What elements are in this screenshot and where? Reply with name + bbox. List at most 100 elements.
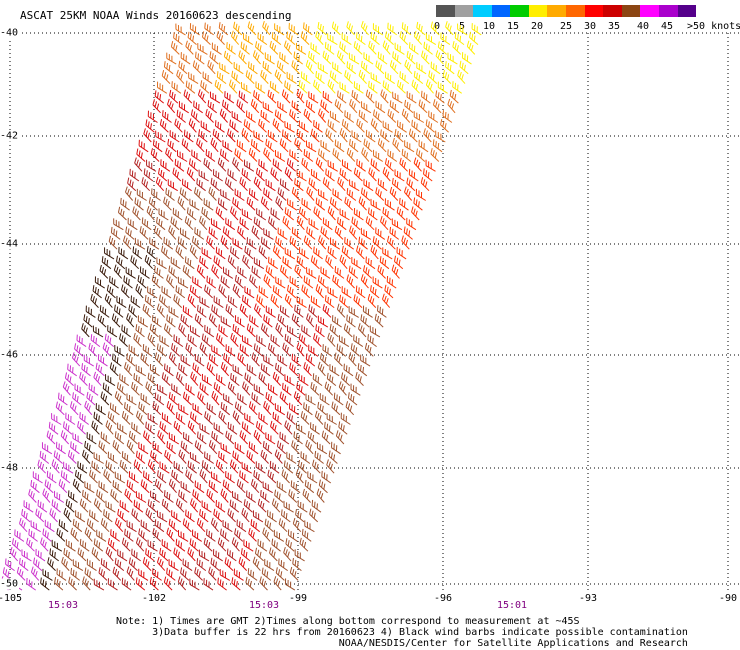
- wind-barb: [260, 490, 270, 503]
- wind-barb: [324, 295, 335, 308]
- wind-barb: [274, 362, 285, 377]
- wind-barb: [191, 529, 202, 542]
- lat-label-44s: -44: [0, 238, 20, 250]
- wind-barb: [284, 80, 294, 94]
- wind-barb: [350, 343, 360, 357]
- wind-barb: [329, 323, 339, 338]
- wind-barb: [327, 246, 337, 260]
- wind-barb: [356, 32, 366, 46]
- wind-barb: [63, 507, 72, 523]
- wind-barb: [218, 284, 227, 299]
- wind-barb: [203, 537, 213, 552]
- wind-barb: [204, 324, 215, 338]
- wind-barb: [301, 157, 311, 172]
- wind-barb: [199, 509, 209, 523]
- wind-barb: [128, 344, 139, 357]
- wind-barb: [415, 188, 426, 201]
- wind-barb: [215, 373, 226, 387]
- wind-barb: [135, 577, 146, 591]
- wind-barb: [274, 109, 285, 123]
- wind-barb: [79, 412, 89, 425]
- wind-barb: [196, 518, 206, 533]
- wind-barb: [104, 247, 115, 260]
- wind-barb: [46, 470, 57, 484]
- wind-barb: [95, 403, 106, 416]
- wind-barb: [382, 247, 393, 260]
- wind-barb: [239, 177, 248, 192]
- wind-barb: [147, 499, 157, 513]
- wind-barb: [435, 130, 446, 143]
- wind-barb: [190, 109, 200, 123]
- wind-barb: [242, 254, 251, 270]
- wind-barb: [191, 149, 202, 162]
- wind-barb: [279, 431, 290, 445]
- wind-barb: [322, 344, 333, 357]
- wind-barb: [181, 138, 191, 153]
- wind-barb: [274, 150, 286, 162]
- wind-barb: [156, 81, 168, 94]
- wind-barb: [230, 332, 239, 347]
- legend-label-10: 10: [483, 21, 496, 32]
- wind-barb: [104, 333, 115, 347]
- wind-barb: [289, 235, 299, 250]
- wind-barb: [336, 50, 346, 65]
- wind-barb: [92, 285, 102, 299]
- wind-barb: [48, 421, 59, 435]
- wind-barb: [349, 139, 359, 153]
- wind-barb: [370, 285, 380, 299]
- wind-barb: [432, 139, 443, 153]
- wind-barb: [149, 490, 160, 503]
- wind-barb: [260, 363, 271, 377]
- wind-barb: [310, 128, 320, 143]
- wind-barb: [40, 577, 50, 591]
- wind-barb: [384, 71, 395, 85]
- wind-barb: [256, 334, 267, 348]
- pass-time-label: 15:03: [47, 600, 79, 611]
- wind-barb: [306, 267, 317, 279]
- wind-barb: [117, 422, 128, 435]
- wind-barb: [337, 176, 346, 192]
- wind-barb: [358, 196, 367, 211]
- wind-barb: [194, 313, 204, 328]
- wind-barb: [99, 264, 109, 279]
- wind-barb: [294, 138, 303, 153]
- wind-barb: [317, 315, 329, 328]
- wind-barb: [229, 459, 239, 474]
- wind-barb: [197, 304, 207, 318]
- wind-barb: [271, 498, 281, 513]
- wind-barb: [306, 313, 315, 328]
- wind-barb: [294, 304, 304, 318]
- wind-barb: [58, 519, 69, 533]
- wind-barb: [326, 459, 335, 474]
- wind-barb: [124, 362, 133, 377]
- wind-barb: [159, 461, 170, 474]
- wind-barb: [201, 460, 211, 474]
- wind-barb: [270, 207, 281, 221]
- wind-barb: [260, 69, 269, 84]
- wind-barb: [82, 576, 91, 591]
- wind-barb: [100, 431, 111, 445]
- map-title: ASCAT 25KM NOAA Winds 20160623 descendin…: [20, 9, 292, 22]
- wind-barb: [334, 352, 343, 367]
- wind-barb: [317, 148, 328, 162]
- wind-barb: [211, 390, 220, 406]
- wind-barb: [399, 157, 408, 172]
- wind-barb: [322, 50, 332, 65]
- wind-barb: [270, 294, 280, 308]
- wind-barb: [244, 245, 254, 260]
- wind-barb: [102, 382, 113, 396]
- wind-barb: [353, 41, 363, 55]
- wind-barb: [163, 236, 174, 250]
- wind-barb: [332, 148, 342, 162]
- wind-barb: [387, 22, 398, 36]
- wind-barb: [256, 294, 266, 308]
- wind-barb: [338, 335, 350, 348]
- note-line: NOAA/NESDIS/Center for Satellite Applica…: [116, 638, 688, 649]
- wind-barb: [121, 284, 130, 299]
- wind-barb: [459, 60, 469, 75]
- wind-barb: [394, 128, 404, 143]
- wind-barb: [227, 421, 238, 435]
- wind-barb: [114, 391, 123, 406]
- wind-barb: [187, 293, 196, 308]
- wind-barb: [233, 21, 243, 36]
